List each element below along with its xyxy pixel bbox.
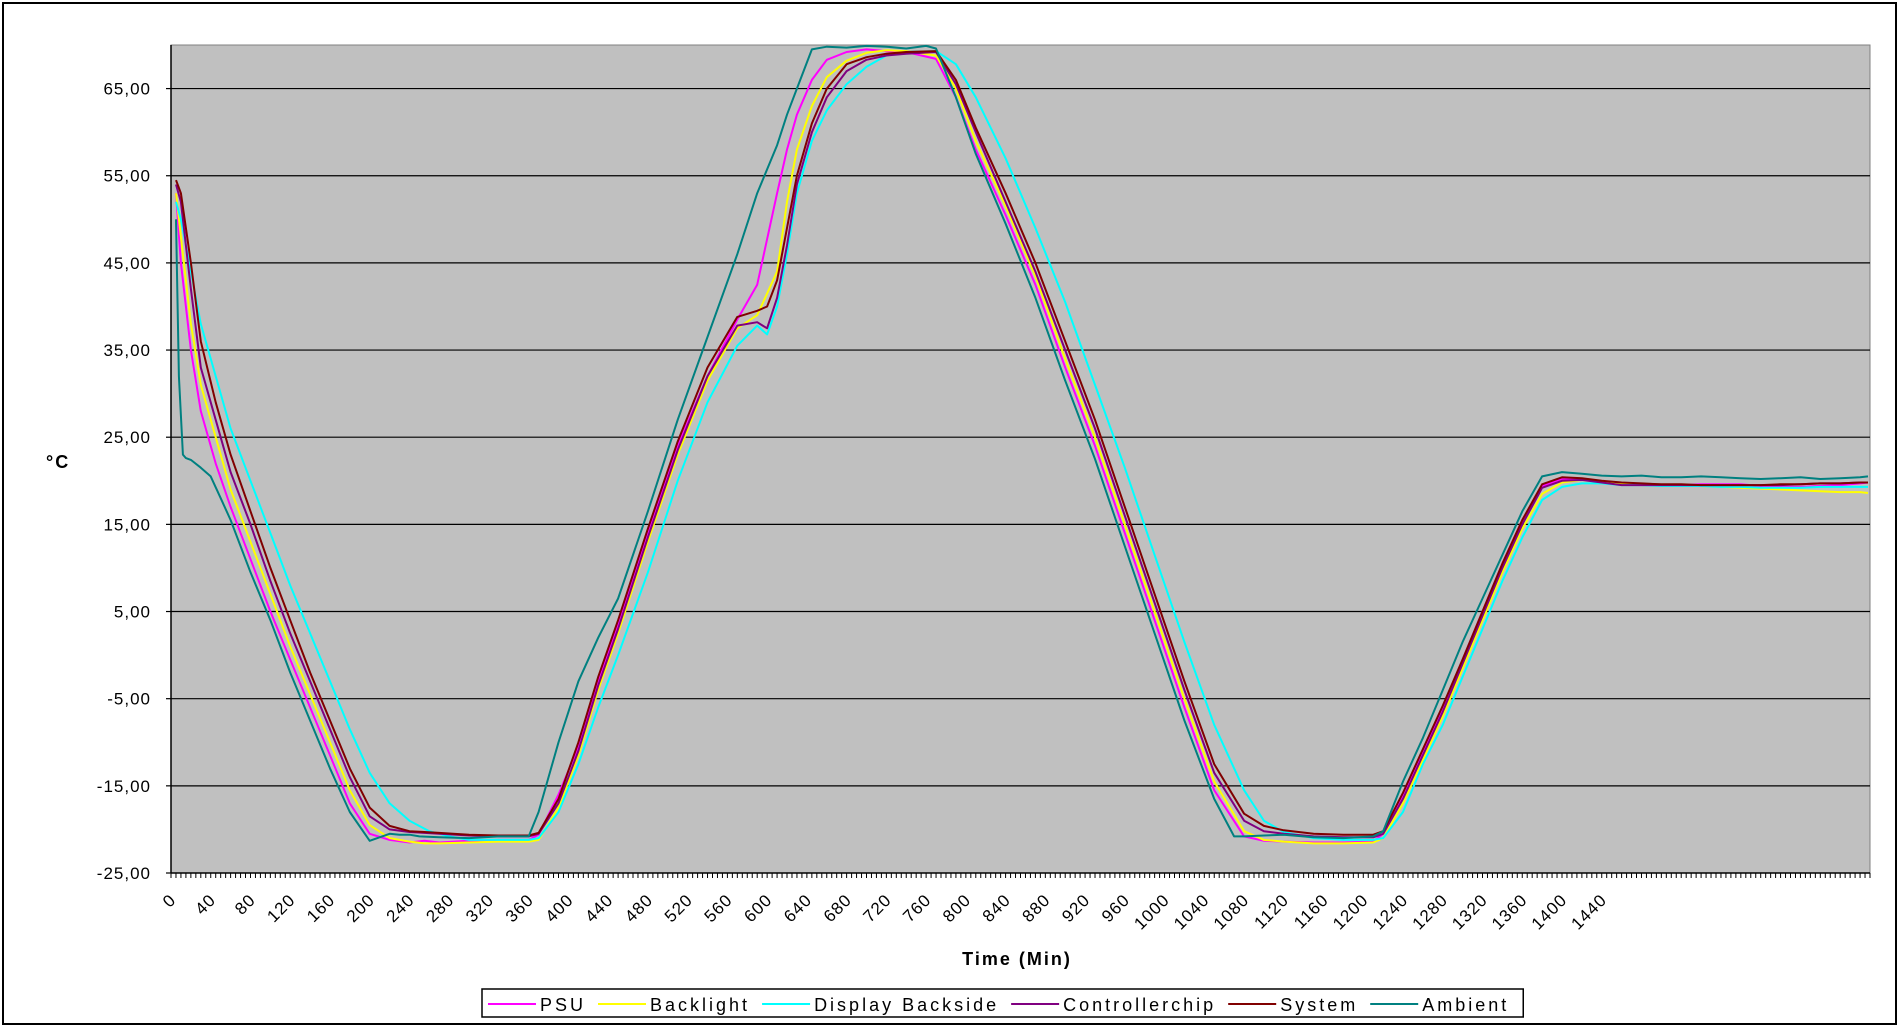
y-tick-label: -25,00 [97,864,151,883]
gridlines [171,87,1870,787]
y-tick-label: -5,00 [107,690,151,709]
y-tick-label: 5,00 [114,603,151,622]
legend-box [481,988,1524,1018]
legend-label-display-backside: Display Backside [814,995,999,1015]
legend-label-controllerchip: Controllerchip [1063,995,1216,1015]
legend-label-system: System [1280,995,1358,1015]
legend-label-backlight: Backlight [650,995,750,1015]
y-tick-label: 15,00 [103,515,151,534]
plot-area [171,45,1870,873]
y-tick-label: 45,00 [103,254,151,273]
y-tick-label: 55,00 [103,167,151,186]
x-axis-title: Time (Min) [962,949,1072,969]
series-line-system [175,50,1868,837]
legend-label-psu: PSU [540,995,586,1015]
series-line-ambient [175,44,1869,842]
legend: PSU Backlight Display Backside Controllerch… [481,988,1524,1018]
y-tick-label: -15,00 [97,777,151,796]
y-tick-label: 65,00 [103,80,151,99]
y-tick-label: 35,00 [103,341,151,360]
y-tick-label: 25,00 [103,428,151,447]
legend-label-ambient: Ambient [1422,995,1509,1015]
y-axis-ticks: -25,00 -15,00 -5,00 5,00 15,00 25,00 35,00 45,0… [97,80,171,883]
series-layer [175,44,1869,845]
y-axis-title: °C [46,452,70,472]
series-line-controllerchip [175,51,1868,839]
